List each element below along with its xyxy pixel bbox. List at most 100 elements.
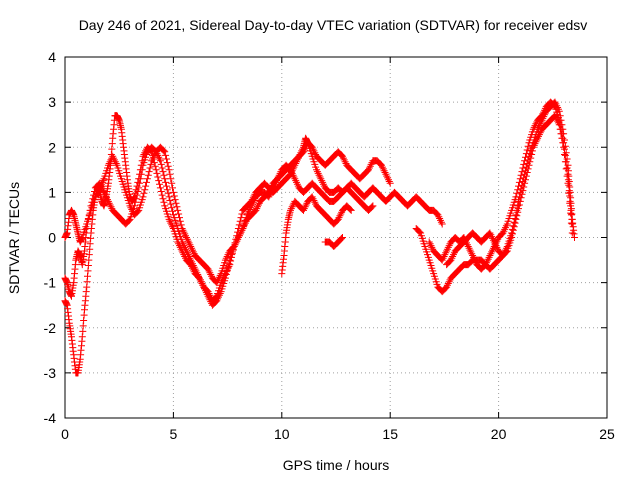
data-point [529,125,537,133]
data-point [163,186,171,194]
data-point [189,262,197,269]
data-point [159,146,167,154]
data-point [267,185,274,193]
data-point [275,171,283,179]
data-point [435,213,443,221]
data-point [136,179,144,187]
data-point [309,145,317,153]
data-point [450,251,457,259]
y-tick-label: -4 [44,410,57,426]
y-tick-label: 0 [48,230,56,246]
data-point [131,198,139,206]
data-point [142,182,150,190]
data-point [509,226,517,234]
data-point [426,240,434,248]
data-point [444,243,452,251]
data-point [517,171,525,179]
data-point [164,162,172,170]
data-point [191,265,199,273]
data-point [155,177,163,185]
data-point [188,258,196,266]
data-point [482,261,490,269]
data-point [443,245,451,253]
data-point [416,228,424,236]
data-point [160,198,168,206]
data-point [526,158,534,166]
data-point [315,171,323,179]
data-point [490,238,498,246]
data-point [267,183,275,191]
data-point [250,208,258,216]
data-point [213,297,221,305]
data-point [157,188,165,195]
data-point [161,148,169,156]
data-point [246,206,254,213]
data-point [499,229,507,237]
data-point [513,212,521,220]
data-point [489,234,496,242]
data-point [154,173,162,181]
data-point [237,228,245,236]
data-point [196,276,204,284]
data-point [518,168,526,176]
data-point [385,178,393,185]
data-point [347,206,355,214]
data-point [178,225,186,232]
data-point [288,169,296,177]
data-point [366,162,374,170]
data-point [464,243,472,250]
data-point [183,235,191,243]
data-point [337,210,345,218]
data-point [175,210,183,218]
data-point [486,229,494,237]
data-point [443,247,451,255]
data-point [302,201,310,209]
data-point [311,149,319,157]
data-point [300,206,307,214]
data-point [250,197,258,204]
data-point [512,193,520,201]
data-point [168,221,176,229]
data-point [515,205,522,213]
data-point [300,146,308,154]
data-point [204,265,212,273]
data-point [538,112,546,120]
data-point [198,280,206,287]
data-point [92,191,100,199]
data-point [298,150,306,158]
x-axis-label: GPS time / hours [283,457,390,473]
data-point [215,293,222,301]
data-point [367,160,375,168]
data-point [166,217,174,225]
data-point [441,285,449,293]
data-point [502,248,510,256]
data-point [502,222,510,230]
data-point [340,156,348,164]
data-point [182,232,189,240]
data-point [517,194,525,202]
data-point [523,146,531,154]
data-point [132,195,140,203]
data-point [502,224,509,232]
data-point [516,197,524,205]
data-point [224,251,232,259]
data-point [513,189,521,197]
data-point [493,243,501,251]
data-point [157,160,165,168]
data-point [379,165,387,173]
data-point [215,291,223,299]
data-point [497,231,505,239]
data-point [176,214,183,222]
data-point [179,240,187,248]
data-point [550,102,558,110]
data-point [549,101,557,109]
data-point [445,278,453,286]
data-point [363,168,371,176]
data-point [173,203,181,211]
data-point [158,164,166,172]
data-point [239,225,247,232]
data-point [211,299,219,306]
data-point [216,271,224,279]
data-point [381,169,389,176]
data-point [163,182,170,190]
